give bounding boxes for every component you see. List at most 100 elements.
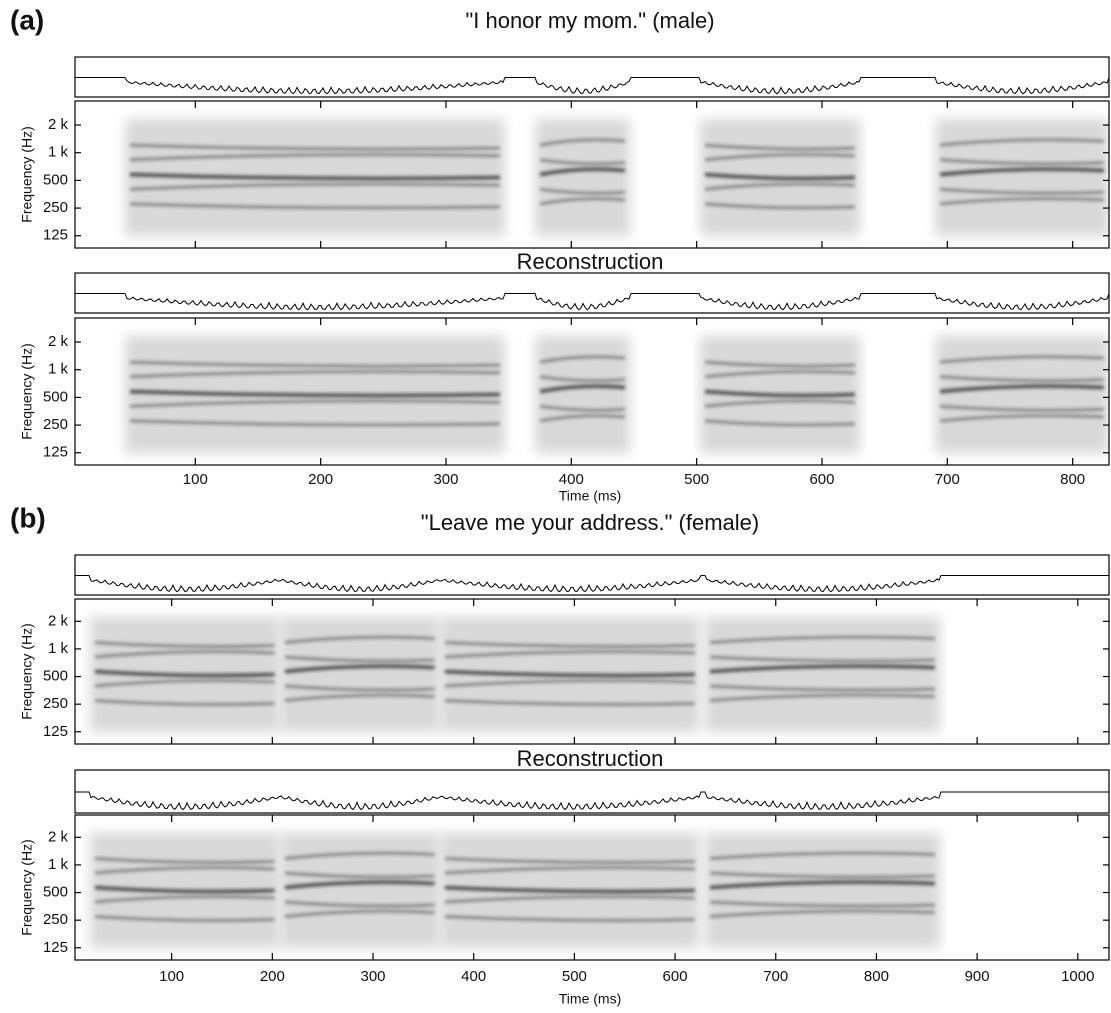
y-tick-label: 2 k (48, 333, 69, 350)
spectrogram-frame (74, 317, 1110, 466)
harmonic-band (94, 915, 276, 922)
harmonic-band (939, 414, 1105, 423)
harmonic-band (704, 172, 856, 181)
harmonic-band (284, 909, 436, 918)
y-tick-label: 250 (43, 416, 68, 433)
harmonic-band (444, 895, 696, 904)
harmonic-band (709, 909, 936, 918)
x-tick-label: 800 (1060, 471, 1085, 488)
y-tick-label: 250 (43, 695, 68, 712)
spectrogram-energy (535, 118, 630, 237)
harmonic-band (709, 655, 936, 663)
harmonic-band (284, 880, 436, 890)
harmonic-band (284, 900, 436, 908)
harmonic-band (129, 182, 501, 191)
y-tick-label: 1 k (48, 856, 69, 873)
spectrogram-frame (74, 814, 1110, 961)
x-tick-label: 200 (308, 471, 333, 488)
spectrogram-energy (705, 616, 940, 733)
harmonic-band (704, 419, 856, 427)
harmonic-band (444, 679, 696, 688)
harmonic-band (709, 664, 936, 674)
y-axis-label: Frequency (Hz) (19, 343, 35, 439)
harmonic-band (704, 360, 856, 368)
harmonic-band (129, 389, 501, 398)
harmonic-band (444, 866, 696, 875)
harmonic-band (539, 138, 626, 147)
harmonic-band (709, 693, 936, 702)
y-tick-label: 2 k (48, 612, 69, 629)
y-tick-label: 1 k (48, 144, 69, 161)
harmonic-band (709, 900, 936, 908)
x-axis-label: Time (ms) (559, 991, 621, 1007)
x-tick-label: 900 (965, 968, 990, 985)
harmonic-band (939, 355, 1105, 364)
harmonic-band (539, 355, 626, 364)
harmonic-band (444, 669, 696, 678)
harmonic-band (444, 699, 696, 706)
y-tick-label: 500 (43, 388, 68, 405)
harmonic-band (539, 414, 626, 423)
harmonic-band (539, 187, 626, 195)
x-tick-label: 100 (183, 471, 208, 488)
panel-label: (a) (10, 4, 44, 35)
harmonic-band (709, 684, 936, 692)
harmonic-band (284, 684, 436, 692)
harmonic-band (939, 167, 1105, 177)
harmonic-band (704, 389, 856, 398)
harmonic-band (709, 851, 936, 860)
harmonic-band (444, 885, 696, 894)
spectrogram (125, 118, 1109, 237)
y-tick-label: 125 (43, 723, 68, 740)
harmonic-band (129, 172, 501, 181)
x-tick-label: 600 (809, 471, 834, 488)
harmonic-band (94, 650, 276, 659)
spectrogram-energy (935, 118, 1109, 237)
harmonic-band (704, 399, 856, 408)
chart-title: "Leave me your address." (female) (421, 510, 759, 535)
harmonic-band (939, 158, 1105, 166)
harmonic-band (284, 693, 436, 702)
harmonic-band (284, 871, 436, 879)
y-tick-label: 500 (43, 884, 68, 901)
x-tick-label: 100 (159, 968, 184, 985)
y-axis-label: Frequency (Hz) (19, 126, 35, 222)
harmonic-band (539, 404, 626, 412)
harmonic-band (129, 369, 501, 379)
spectrogram-frame (74, 598, 1110, 745)
harmonic-band (704, 182, 856, 191)
waveform (74, 293, 1110, 311)
harmonic-band (129, 143, 501, 151)
harmonic-band (94, 895, 276, 904)
spectrogram-frame (74, 100, 1110, 249)
spectrogram (125, 335, 1109, 454)
harmonic-band (284, 635, 436, 644)
spectrogram-energy (280, 616, 440, 733)
harmonic-band (709, 635, 936, 644)
y-axis-label: Frequency (Hz) (19, 623, 35, 719)
x-tick-label: 800 (864, 968, 889, 985)
harmonic-band (284, 655, 436, 663)
harmonic-band (539, 167, 626, 177)
harmonic-band (539, 158, 626, 166)
harmonic-band (709, 871, 936, 879)
y-tick-label: 125 (43, 939, 68, 956)
harmonic-band (284, 851, 436, 860)
x-tick-label: 500 (562, 968, 587, 985)
x-tick-label: 200 (260, 968, 285, 985)
harmonic-band (704, 143, 856, 151)
harmonic-band (129, 152, 501, 162)
y-tick-label: 2 k (48, 828, 69, 845)
x-tick-label: 600 (663, 968, 688, 985)
harmonic-band (539, 384, 626, 394)
harmonic-band (444, 915, 696, 922)
harmonic-band (939, 375, 1105, 383)
x-tick-label: 400 (559, 471, 584, 488)
harmonic-band (444, 650, 696, 659)
harmonic-band (94, 866, 276, 875)
harmonic-band (704, 202, 856, 210)
x-axis-label: Time (ms) (559, 488, 621, 504)
spectrogram (90, 616, 940, 733)
y-axis-label: Frequency (Hz) (19, 839, 35, 935)
